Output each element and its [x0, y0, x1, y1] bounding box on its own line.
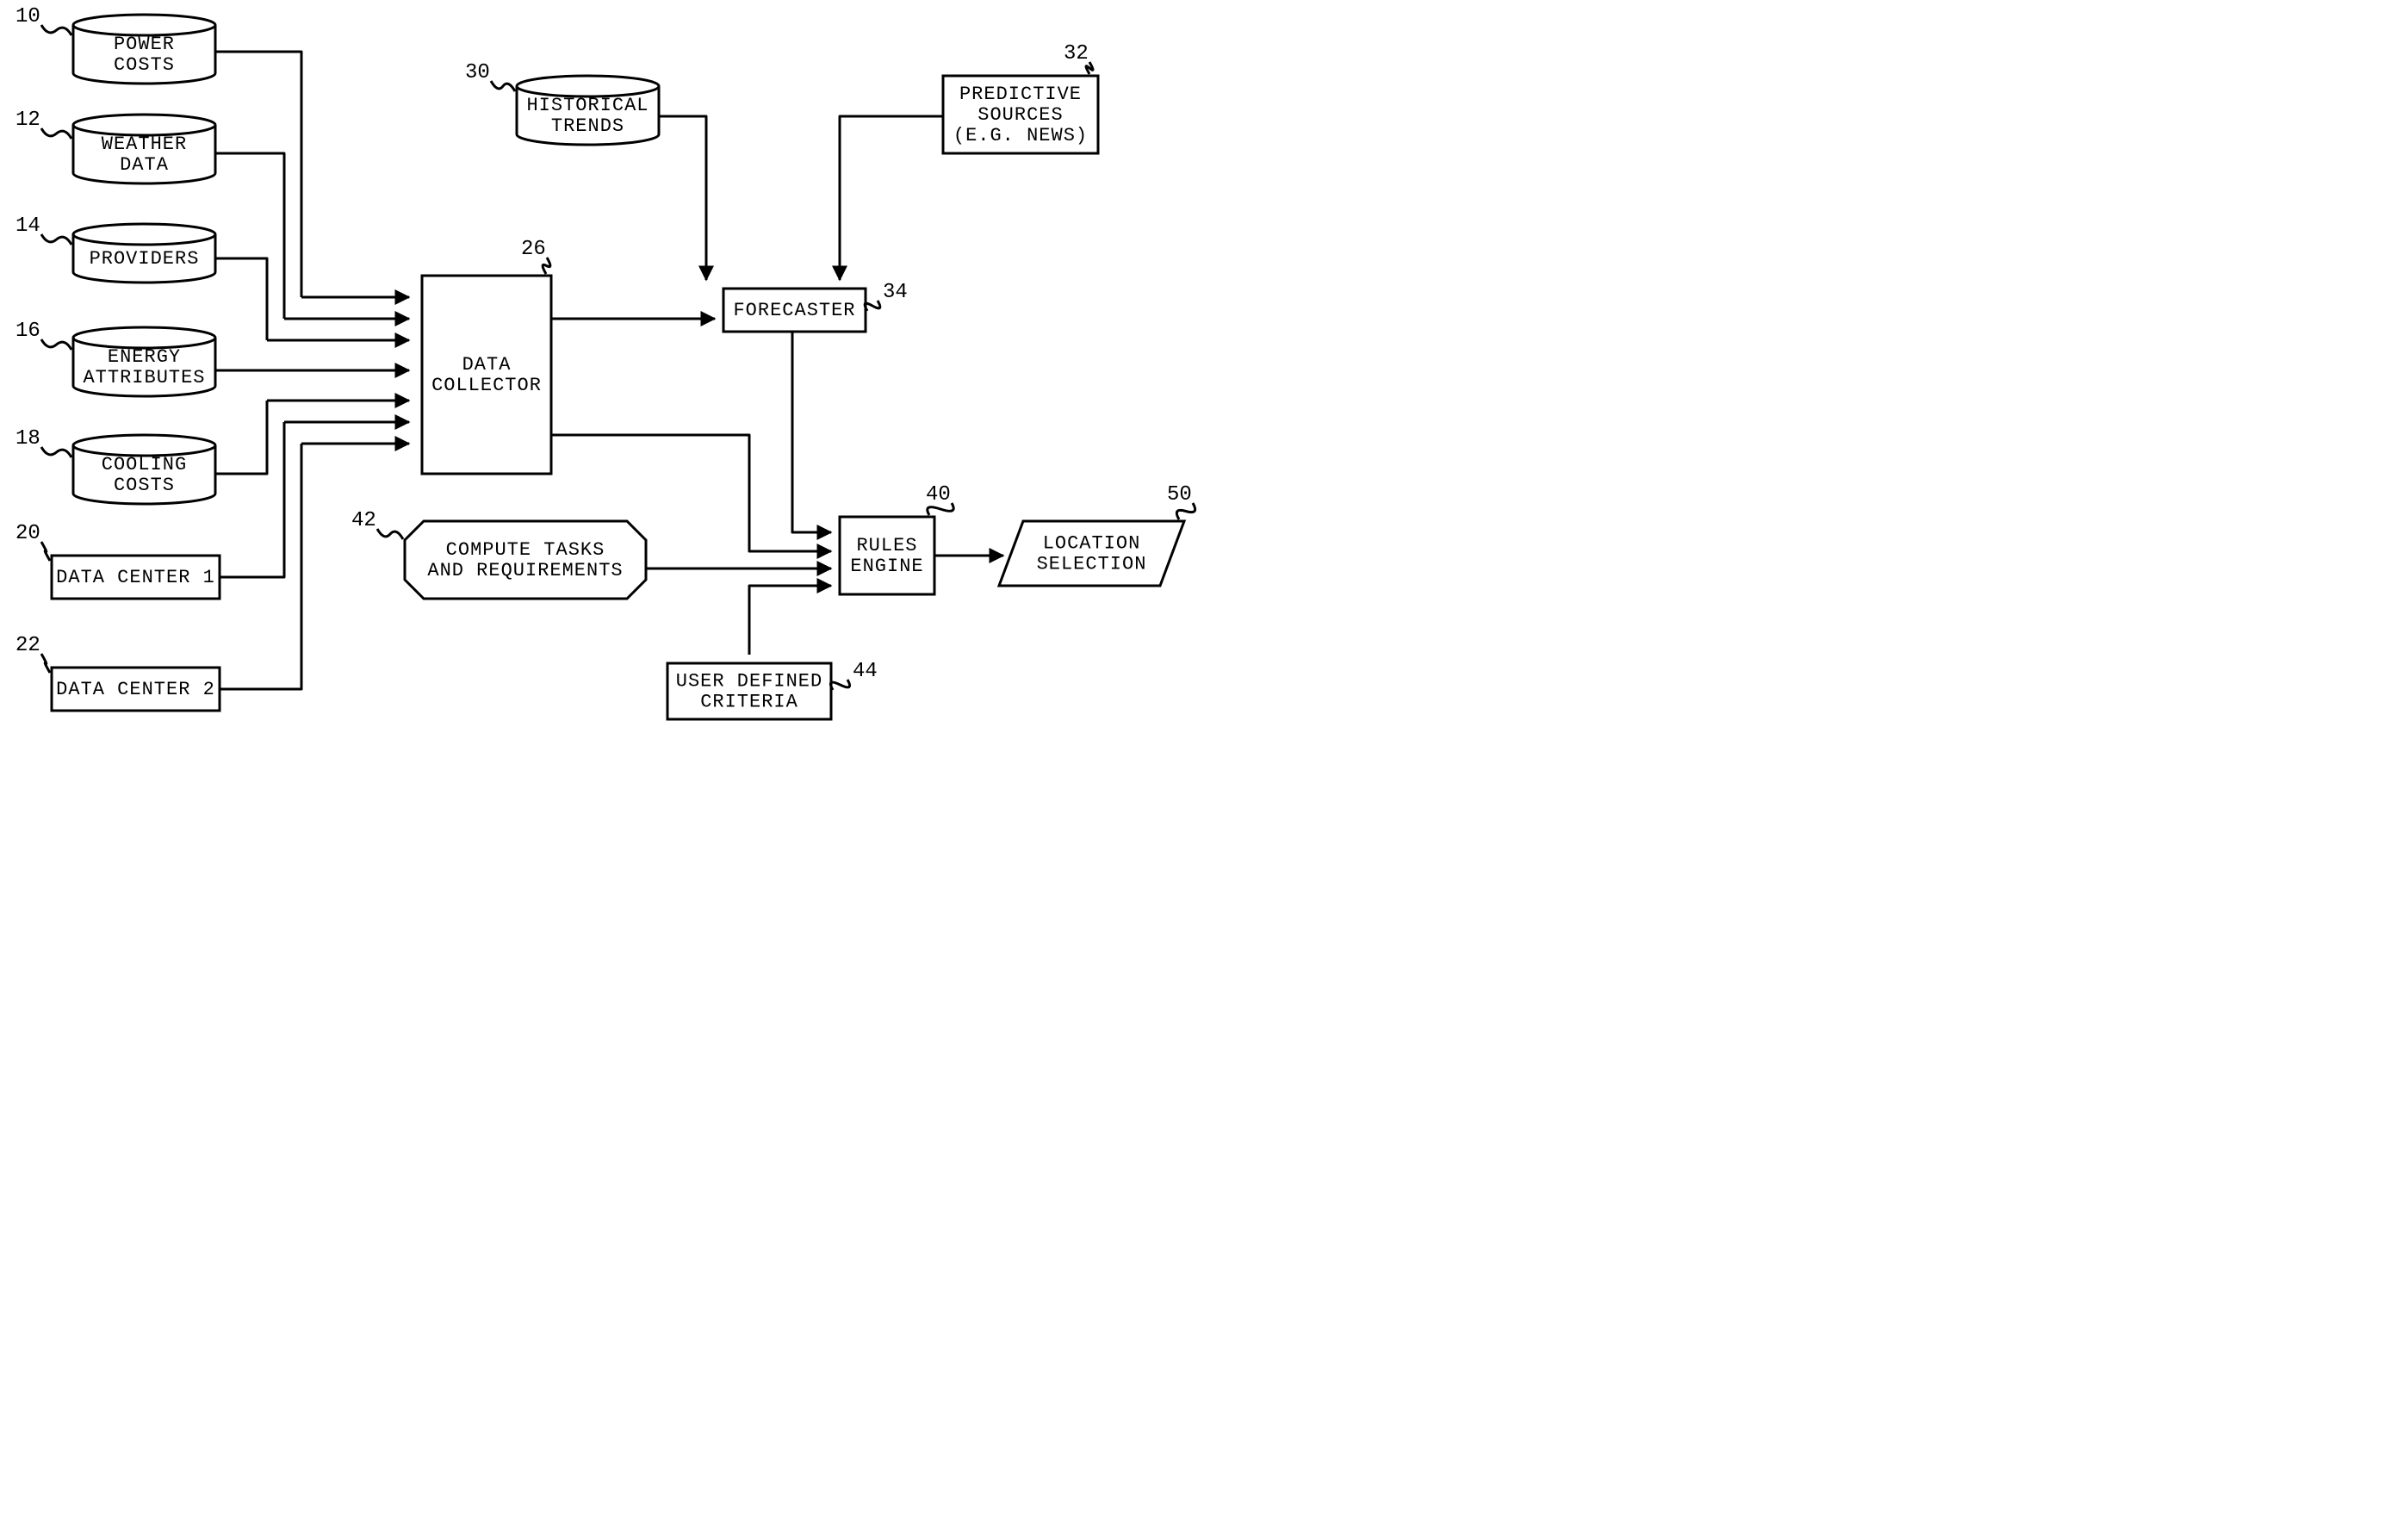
svg-text:14: 14 — [16, 214, 40, 238]
svg-text:(E.G. NEWS): (E.G. NEWS) — [953, 125, 1088, 146]
svg-text:34: 34 — [883, 281, 908, 304]
svg-text:DATA: DATA — [120, 154, 169, 176]
svg-text:SELECTION: SELECTION — [1037, 553, 1147, 575]
svg-text:20: 20 — [16, 522, 40, 545]
svg-text:ENGINE: ENGINE — [850, 556, 923, 577]
svg-text:PREDICTIVE: PREDICTIVE — [959, 84, 1082, 105]
svg-text:PROVIDERS: PROVIDERS — [90, 248, 200, 270]
svg-text:40: 40 — [926, 483, 951, 506]
svg-text:COSTS: COSTS — [114, 54, 175, 76]
svg-text:10: 10 — [16, 5, 40, 28]
svg-text:USER DEFINED: USER DEFINED — [676, 670, 822, 692]
diagram-canvas: POWERCOSTS10WEATHERDATA12PROVIDERS14ENER… — [0, 0, 1275, 758]
svg-text:DATA CENTER 2: DATA CENTER 2 — [56, 679, 215, 700]
svg-text:ATTRIBUTES: ATTRIBUTES — [83, 367, 205, 388]
svg-text:12: 12 — [16, 109, 40, 132]
svg-text:CRITERIA: CRITERIA — [700, 691, 798, 712]
svg-text:44: 44 — [853, 660, 878, 683]
svg-text:26: 26 — [521, 238, 546, 261]
svg-text:SOURCES: SOURCES — [977, 104, 1063, 126]
svg-text:50: 50 — [1167, 483, 1192, 506]
svg-text:ENERGY: ENERGY — [108, 346, 181, 368]
svg-text:TRENDS: TRENDS — [551, 115, 624, 137]
svg-text:DATA: DATA — [462, 354, 512, 376]
svg-text:DATA CENTER 1: DATA CENTER 1 — [56, 567, 215, 588]
svg-text:COLLECTOR: COLLECTOR — [431, 375, 542, 396]
svg-text:AND REQUIREMENTS: AND REQUIREMENTS — [427, 560, 623, 581]
svg-text:30: 30 — [465, 61, 490, 84]
svg-text:22: 22 — [16, 634, 40, 657]
svg-text:32: 32 — [1064, 42, 1089, 65]
svg-text:18: 18 — [16, 427, 40, 450]
svg-text:COMPUTE TASKS: COMPUTE TASKS — [446, 539, 605, 561]
svg-text:16: 16 — [16, 320, 40, 343]
svg-text:HISTORICAL: HISTORICAL — [526, 95, 649, 116]
svg-text:42: 42 — [351, 509, 376, 532]
svg-text:POWER: POWER — [114, 34, 175, 55]
svg-text:COOLING: COOLING — [102, 454, 187, 475]
svg-text:WEATHER: WEATHER — [102, 134, 187, 155]
svg-text:FORECASTER: FORECASTER — [733, 300, 855, 321]
svg-text:LOCATION: LOCATION — [1043, 532, 1141, 554]
svg-text:COSTS: COSTS — [114, 475, 175, 496]
svg-text:RULES: RULES — [856, 535, 917, 556]
